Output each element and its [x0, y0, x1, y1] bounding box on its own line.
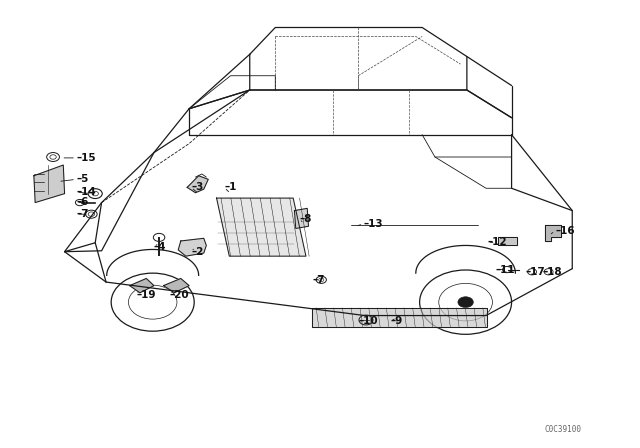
Text: –3: –3 [191, 182, 204, 192]
Text: –7: –7 [312, 275, 325, 285]
Polygon shape [130, 279, 154, 293]
Circle shape [458, 297, 473, 307]
Text: –4: –4 [154, 242, 166, 252]
Polygon shape [545, 225, 561, 241]
Polygon shape [164, 279, 189, 293]
Text: C0C39100: C0C39100 [544, 425, 581, 434]
Text: –20: –20 [170, 289, 189, 300]
Polygon shape [294, 208, 308, 228]
Text: –15: –15 [76, 153, 95, 163]
Text: –6: –6 [76, 197, 88, 207]
Polygon shape [187, 176, 208, 193]
Text: –14: –14 [76, 187, 96, 197]
Polygon shape [34, 165, 65, 202]
Polygon shape [216, 198, 306, 256]
Text: –5: –5 [76, 174, 88, 184]
Text: –11: –11 [495, 265, 515, 275]
Text: –1: –1 [224, 182, 237, 192]
Text: –12: –12 [487, 237, 507, 247]
Text: –17: –17 [525, 267, 545, 277]
Text: –18: –18 [542, 267, 562, 277]
Polygon shape [312, 308, 487, 327]
Text: –10: –10 [358, 316, 378, 326]
Text: –2: –2 [191, 247, 204, 257]
Text: –19: –19 [136, 289, 156, 300]
Text: –7: –7 [76, 209, 88, 219]
Polygon shape [178, 238, 206, 256]
Text: –13: –13 [364, 219, 383, 229]
Text: –8: –8 [300, 214, 312, 224]
Text: –16: –16 [555, 226, 575, 236]
Polygon shape [497, 237, 516, 246]
Text: –9: –9 [390, 316, 403, 326]
